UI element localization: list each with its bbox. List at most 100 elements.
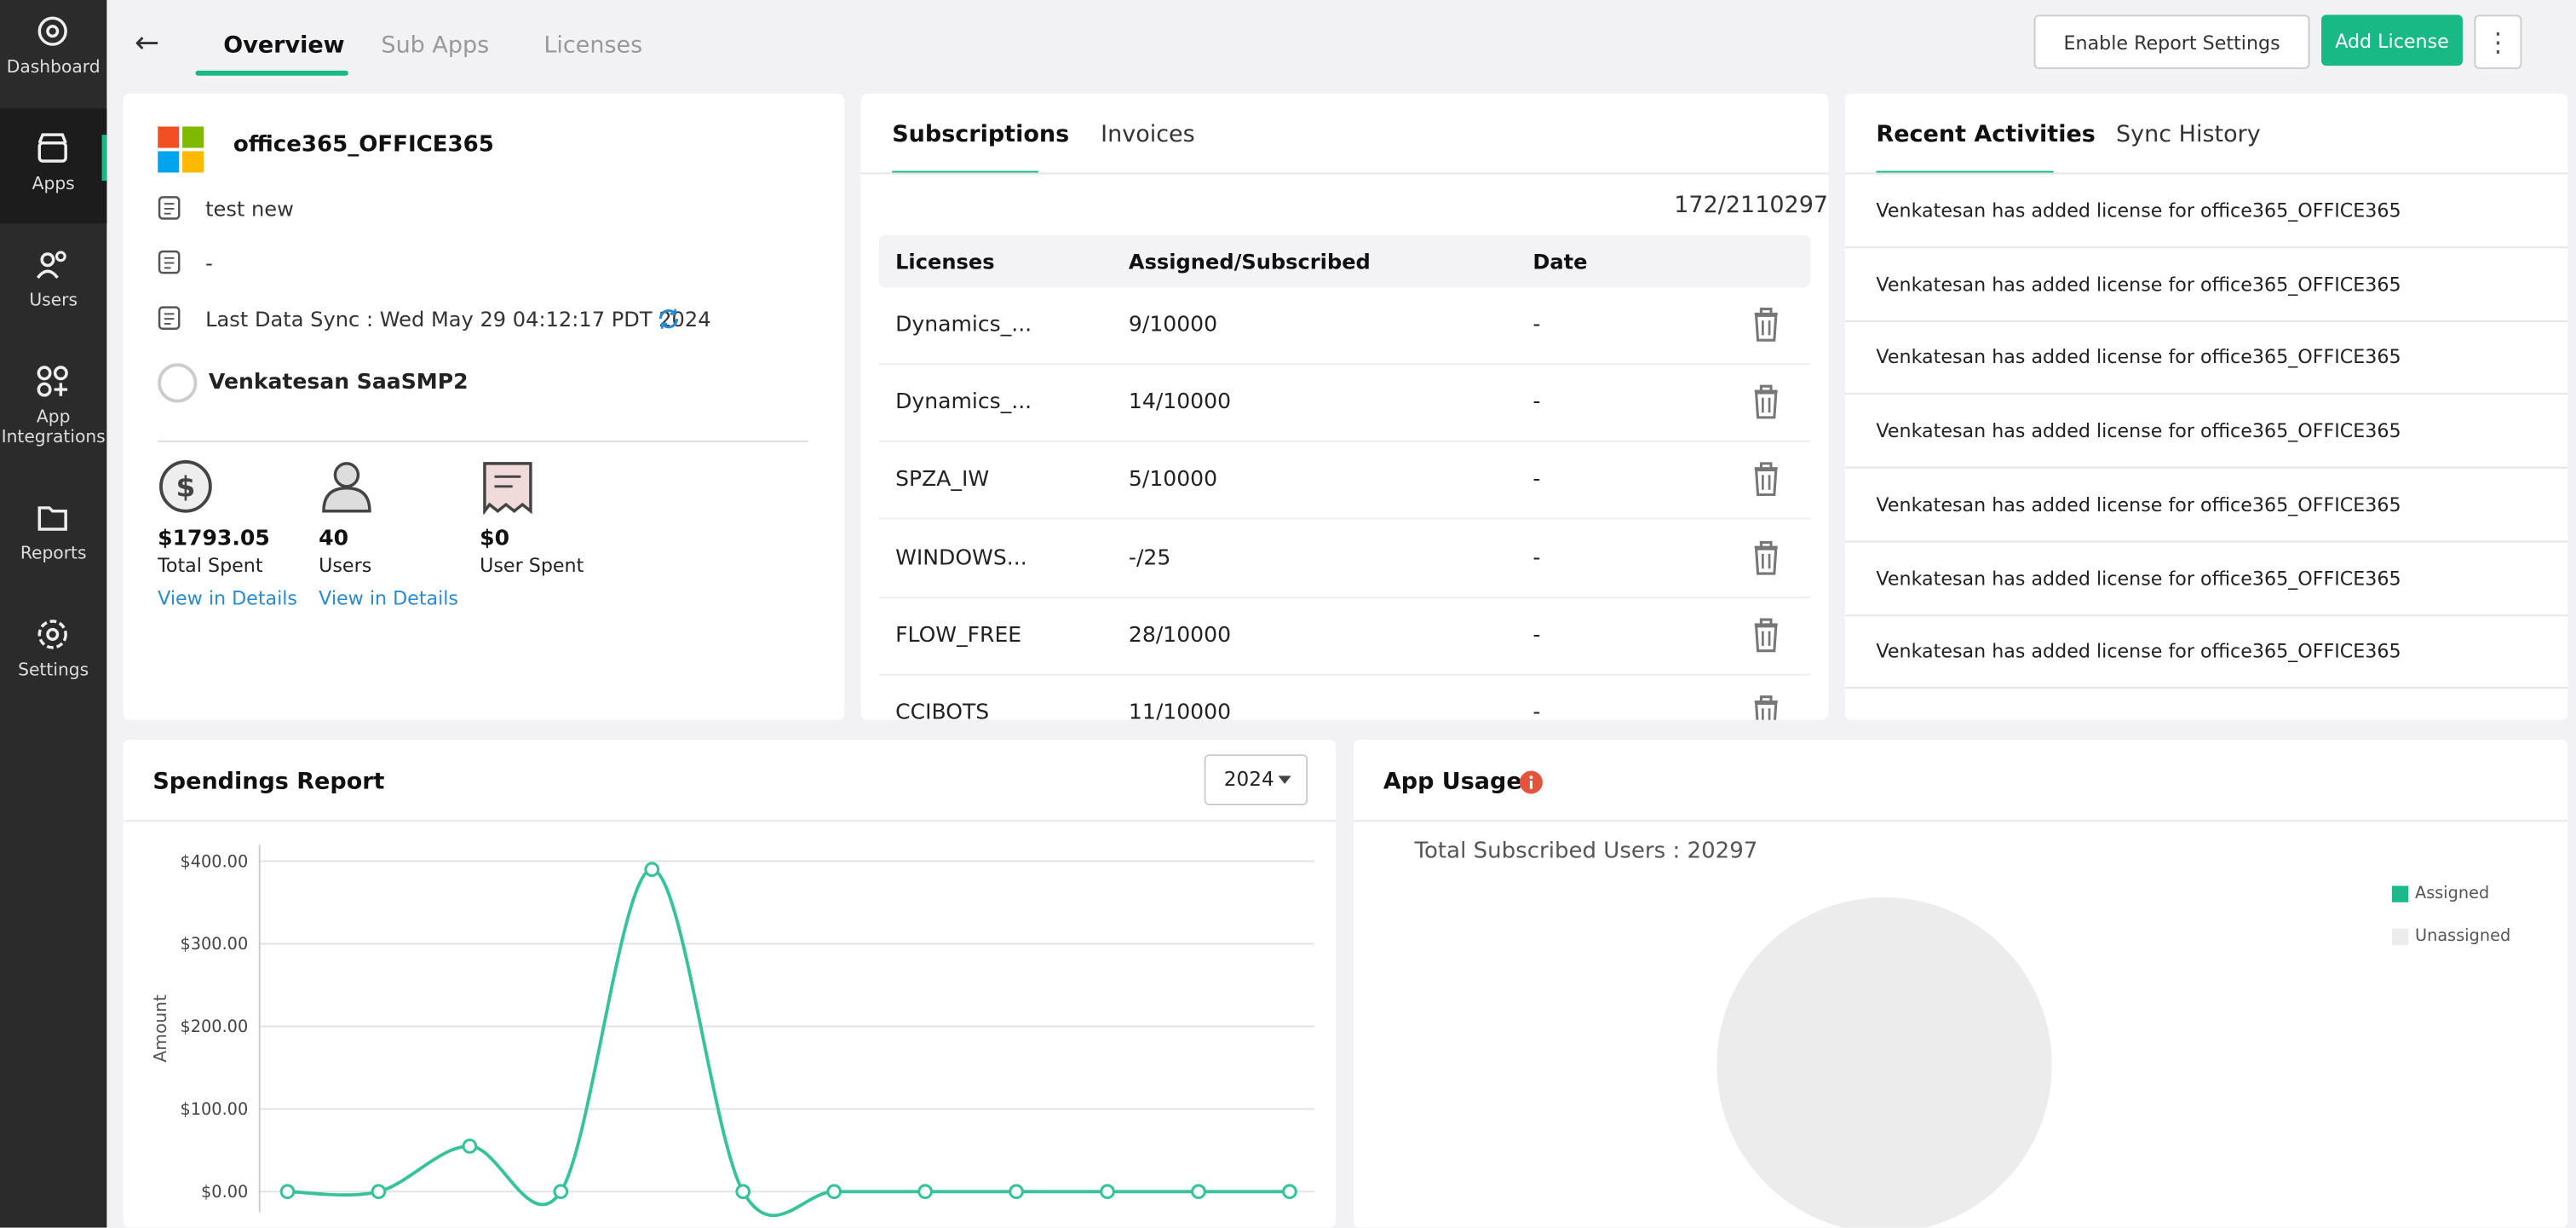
nav-icon bbox=[37, 506, 67, 531]
stat-icon: $ bbox=[159, 459, 212, 513]
data-point bbox=[917, 1184, 934, 1200]
delete-icon[interactable] bbox=[1750, 616, 1783, 654]
stat-value: $0 bbox=[480, 527, 510, 552]
subscriptions-card: Subscriptions Invoices 172/2110297 Licenses… bbox=[860, 93, 1829, 720]
add-license-button[interactable]: Add License bbox=[2321, 14, 2463, 66]
usage-pie bbox=[1716, 897, 2052, 1228]
svg-text:$: $ bbox=[176, 470, 196, 503]
total-subscribed-users: Total Subscribed Users : 20297 bbox=[1414, 838, 1758, 865]
top-tab-underline bbox=[195, 70, 348, 76]
data-point bbox=[1191, 1184, 1206, 1200]
app-logo bbox=[158, 126, 204, 173]
card-title: App Usage bbox=[1383, 769, 1522, 796]
nav-icon bbox=[37, 620, 67, 649]
table-cell: SPZA_IW bbox=[895, 468, 990, 493]
data-point bbox=[462, 1139, 478, 1154]
view-details-link[interactable]: View in Details bbox=[319, 586, 458, 610]
enable-report-settings-button[interactable]: Enable Report Settings bbox=[2033, 14, 2310, 69]
nav-icon bbox=[36, 251, 66, 280]
nav-label[interactable]: Users bbox=[29, 291, 78, 311]
app-name: office365_OFFICE365 bbox=[233, 131, 494, 159]
y-tick-label: $100.00 bbox=[181, 1099, 249, 1119]
stat-label: Total Spent bbox=[158, 553, 263, 577]
activity-item: Venkatesan has added license for office3… bbox=[1876, 639, 2401, 663]
stat-value: 40 bbox=[319, 527, 349, 552]
table-cell: - bbox=[1532, 468, 1541, 493]
table-cell: FLOW_FREE bbox=[895, 623, 1022, 649]
sidebar: Dashboard Apps Users App Integrations Report… bbox=[0, 0, 107, 1228]
delete-icon[interactable] bbox=[1750, 383, 1783, 421]
year-select[interactable]: 2024 bbox=[1204, 754, 1308, 805]
data-point bbox=[735, 1184, 751, 1200]
spendings-chart: $0.00 $100.00 $200.00 $300.00 $400.00 Amount bbox=[150, 845, 1314, 1218]
row-divider bbox=[878, 363, 1811, 366]
data-point bbox=[371, 1184, 387, 1200]
data-point bbox=[279, 1184, 296, 1200]
row-divider bbox=[1844, 540, 2568, 543]
table-cell: CCIBOTS bbox=[895, 700, 990, 720]
nav-label[interactable]: Apps bbox=[32, 174, 75, 194]
activity-item: Venkatesan has added license for office3… bbox=[1876, 566, 2401, 590]
card-tab[interactable]: Invoices bbox=[1101, 121, 1195, 148]
data-point bbox=[1100, 1184, 1115, 1200]
delete-icon[interactable] bbox=[1750, 539, 1783, 576]
stat-icon bbox=[483, 462, 532, 515]
card-tab[interactable]: Sync History bbox=[2115, 121, 2261, 148]
info-icon bbox=[158, 250, 181, 274]
spending-line bbox=[287, 868, 1290, 1218]
back-arrow[interactable]: ← bbox=[135, 26, 160, 61]
table-cell: - bbox=[1532, 313, 1541, 338]
legend-label: Assigned bbox=[2414, 885, 2490, 903]
delete-icon[interactable] bbox=[1750, 694, 1783, 720]
stat-label: Users bbox=[319, 553, 372, 577]
stat-label: User Spent bbox=[480, 553, 584, 577]
divider bbox=[123, 820, 1336, 822]
nav-label[interactable]: App Integrations bbox=[1, 407, 106, 447]
table-cell: - bbox=[1532, 623, 1541, 649]
row-divider bbox=[1844, 393, 2568, 395]
app-card: office365_OFFICE365 test new - Last Data Sy… bbox=[123, 93, 845, 720]
card-tab[interactable]: Recent Activities bbox=[1876, 121, 2096, 148]
divider bbox=[860, 172, 1829, 175]
info-badge bbox=[1519, 770, 1543, 794]
y-axis-label: Amount bbox=[150, 995, 170, 1063]
stat-value: $1793.05 bbox=[158, 527, 270, 552]
legend-swatch bbox=[2391, 928, 2409, 945]
row-divider bbox=[878, 596, 1811, 598]
row-divider bbox=[1844, 320, 2568, 322]
subscriptions-total: 172/2110297 bbox=[1674, 192, 1829, 219]
activity-item: Venkatesan has added license for office3… bbox=[1876, 493, 2401, 516]
y-tick-label: $400.00 bbox=[181, 851, 249, 871]
delete-icon[interactable] bbox=[1750, 461, 1783, 499]
nav-label[interactable]: Settings bbox=[18, 660, 89, 681]
top-tab[interactable]: Overview bbox=[223, 32, 345, 60]
column-header: Licenses bbox=[895, 249, 995, 274]
more-menu[interactable]: ⋮ bbox=[2474, 14, 2522, 69]
top-tab[interactable]: Licenses bbox=[543, 32, 643, 60]
view-details-link[interactable]: View in Details bbox=[158, 586, 297, 610]
column-header: Date bbox=[1532, 249, 1588, 274]
top-tab[interactable]: Sub Apps bbox=[381, 32, 490, 60]
column-header: Assigned/Subscribed bbox=[1128, 249, 1371, 274]
table-cell: - bbox=[1532, 700, 1541, 720]
row-divider bbox=[878, 518, 1811, 521]
nav-label[interactable]: Dashboard bbox=[6, 57, 101, 78]
card-tab[interactable]: Subscriptions bbox=[892, 121, 1070, 148]
divider bbox=[1844, 172, 2568, 175]
data-point bbox=[1282, 1184, 1297, 1200]
card-title: Spendings Report bbox=[152, 769, 385, 796]
nav-label[interactable]: Reports bbox=[20, 544, 87, 564]
stat-icon bbox=[322, 462, 371, 513]
dropdown-caret bbox=[1278, 775, 1291, 784]
table-cell: Dynamics_... bbox=[895, 313, 1032, 338]
nav-icon bbox=[37, 16, 67, 46]
spendings-card: Spendings Report 2024 $0.00 $100.00 $200.00 $… bbox=[123, 739, 1336, 1228]
delete-icon[interactable] bbox=[1750, 306, 1783, 343]
row-divider bbox=[878, 673, 1811, 676]
table-cell: 9/10000 bbox=[1128, 313, 1218, 338]
table-cell: 5/10000 bbox=[1128, 468, 1218, 493]
row-divider bbox=[1844, 466, 2568, 469]
active-nav-indicator bbox=[101, 135, 107, 182]
